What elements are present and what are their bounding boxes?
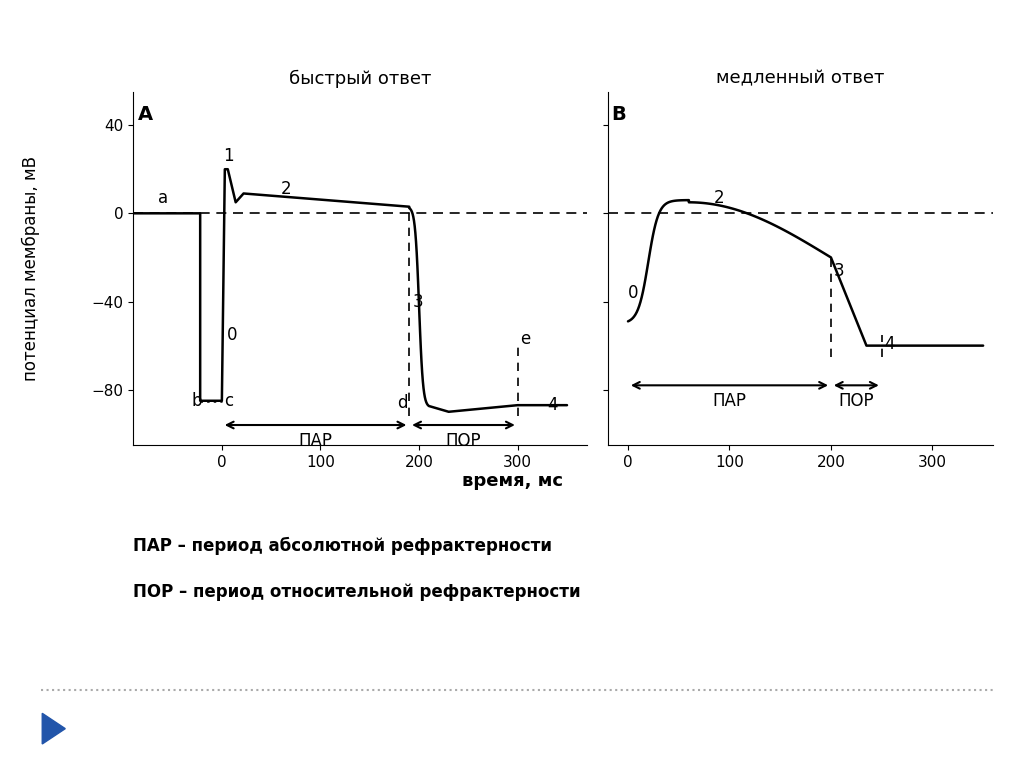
Text: 4: 4 (547, 397, 558, 414)
Text: ПАР: ПАР (299, 432, 333, 449)
Text: c: c (224, 392, 233, 410)
Text: 0: 0 (628, 284, 638, 301)
Text: 4: 4 (885, 334, 895, 353)
Text: 2: 2 (715, 189, 725, 207)
Text: потенциал мембраны, мВ: потенциал мембраны, мВ (22, 156, 40, 381)
Title: медленный ответ: медленный ответ (717, 70, 885, 87)
Polygon shape (42, 713, 66, 744)
Text: время, мс: время, мс (462, 472, 562, 489)
Text: 0: 0 (226, 326, 237, 344)
Text: 3: 3 (834, 262, 845, 280)
Text: A: A (138, 105, 154, 124)
Text: a: a (158, 189, 168, 207)
Text: e: e (519, 330, 530, 348)
Text: d: d (396, 394, 408, 412)
Text: ПОР – период относительной рефрактерности: ПОР – период относительной рефрактерност… (133, 583, 581, 601)
Text: ПОР: ПОР (839, 392, 874, 410)
Text: ПАР: ПАР (713, 392, 746, 410)
Text: ПОР: ПОР (445, 432, 481, 449)
Text: ПАР – период абсолютной рефрактерности: ПАР – период абсолютной рефрактерности (133, 537, 552, 555)
Text: 3: 3 (413, 292, 423, 311)
Text: B: B (610, 105, 626, 124)
Title: быстрый ответ: быстрый ответ (289, 70, 431, 87)
Text: 2: 2 (281, 180, 292, 198)
Text: b: b (191, 392, 202, 410)
Text: 1: 1 (223, 146, 234, 165)
